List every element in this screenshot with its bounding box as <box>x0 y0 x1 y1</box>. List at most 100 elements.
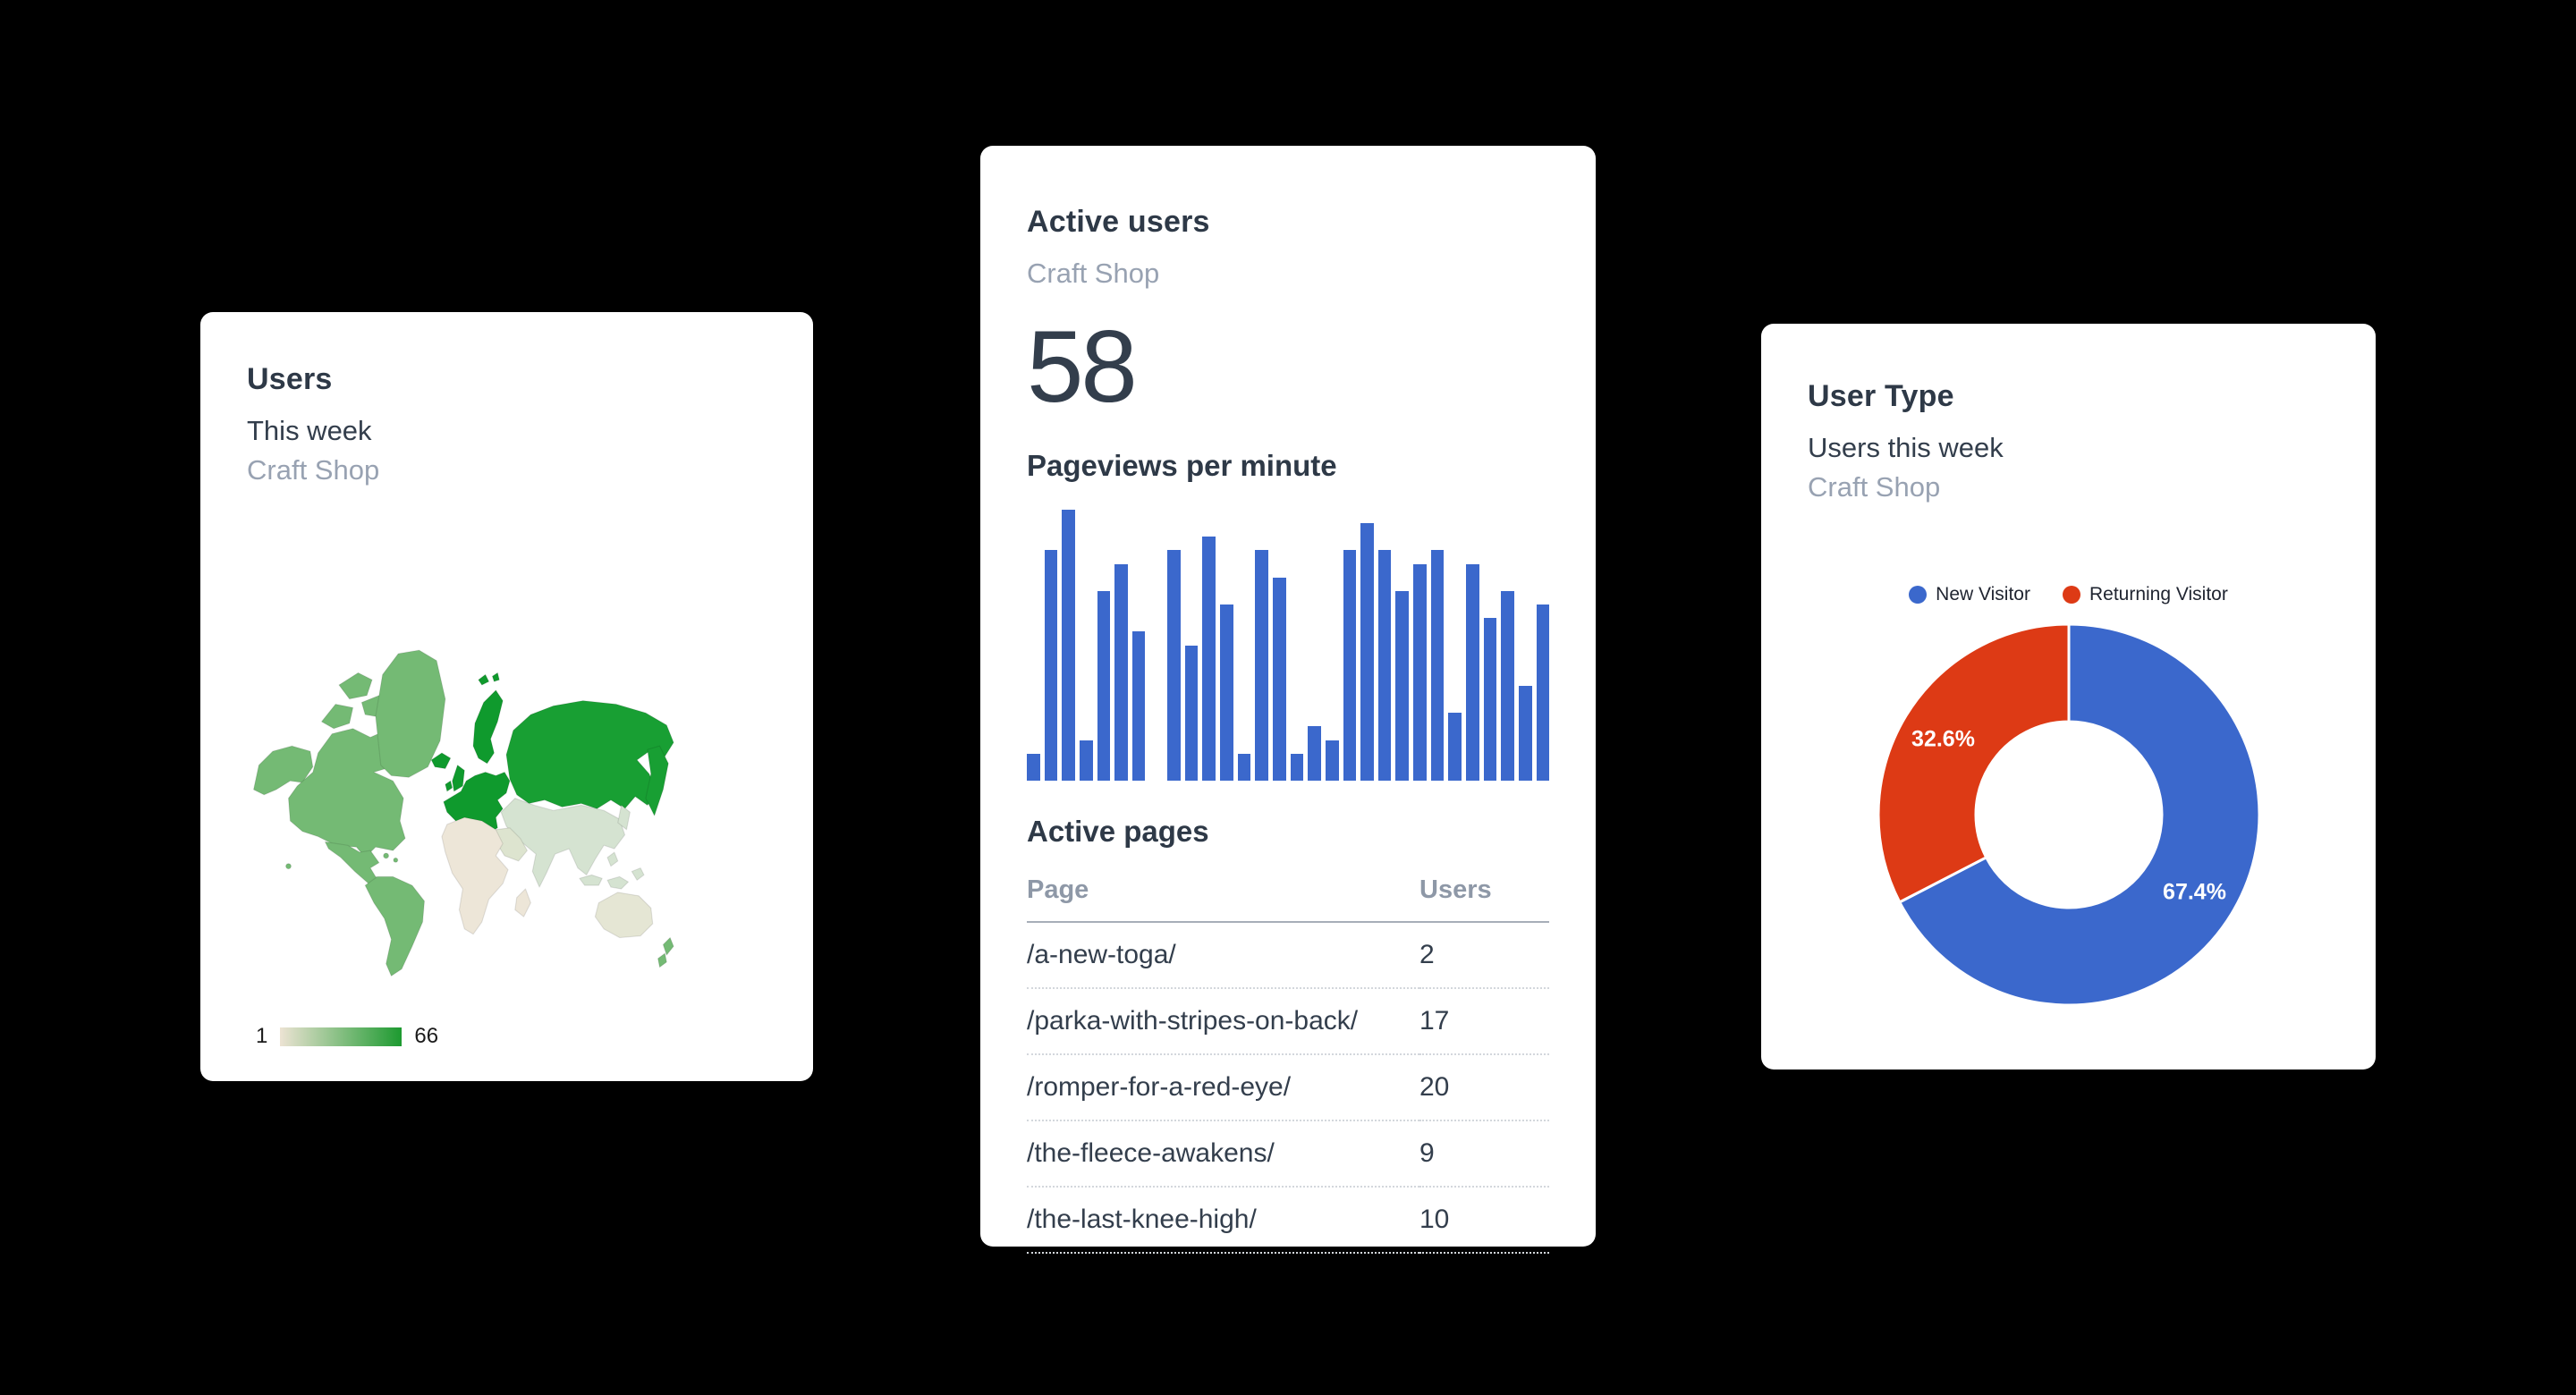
donut-slice-percentage: 67.4% <box>2163 880 2226 905</box>
page-path-cell: /romper-for-a-red-eye/ <box>1027 1054 1419 1121</box>
pageviews-bar[interactable] <box>1536 604 1550 781</box>
users-count-cell: 17 <box>1419 988 1549 1055</box>
table-row: /a-new-toga/2 <box>1027 922 1549 989</box>
pageviews-bar[interactable] <box>1220 604 1233 781</box>
page-path-cell: /the-fleece-awakens/ <box>1027 1120 1419 1188</box>
map-region-caribbean[interactable] <box>393 857 399 863</box>
card-title: User Type <box>1808 379 1954 413</box>
users-count-cell: 9 <box>1419 1120 1549 1188</box>
pageviews-bar[interactable] <box>1027 753 1040 781</box>
map-region-new-guinea[interactable] <box>631 867 645 881</box>
pageviews-bar[interactable] <box>1343 550 1357 781</box>
legend-dot <box>2062 586 2080 604</box>
pageviews-bar[interactable] <box>1202 537 1216 781</box>
map-region-north-america[interactable] <box>287 728 406 858</box>
scale-gradient-bar <box>280 1027 402 1046</box>
page-path-cell: /parka-with-stripes-on-back/ <box>1027 988 1419 1055</box>
pageviews-bar[interactable] <box>1395 590 1410 781</box>
pageviews-bar[interactable] <box>1466 563 1479 781</box>
pageviews-bar[interactable] <box>1237 753 1251 781</box>
scale-max-label: 66 <box>414 1024 439 1049</box>
pageviews-bar[interactable] <box>1062 510 1075 781</box>
map-region-greenland[interactable] <box>375 649 446 778</box>
pageviews-bar[interactable] <box>1097 590 1111 781</box>
map-region-kamchatka[interactable] <box>645 745 669 816</box>
map-region-africa[interactable] <box>441 816 509 935</box>
map-region-caribbean[interactable] <box>383 852 390 859</box>
pageviews-bar[interactable] <box>1308 726 1321 781</box>
world-choropleth-map <box>238 619 778 985</box>
scale-min-label: 1 <box>256 1024 268 1049</box>
pageviews-bar[interactable] <box>1430 550 1445 781</box>
pageviews-bar[interactable] <box>1255 550 1268 781</box>
account-name: Craft Shop <box>1027 258 1160 289</box>
users-count-cell: 20 <box>1419 1054 1549 1121</box>
user-type-card: User Type Users this week Craft Shop New… <box>1761 324 2376 1070</box>
map-region-arctic-islands[interactable] <box>320 703 354 730</box>
map-region-philippines[interactable] <box>606 851 619 867</box>
map-region-asia[interactable] <box>500 798 626 888</box>
pageviews-bar[interactable] <box>1501 590 1514 781</box>
card-title: Active users <box>1027 205 1210 239</box>
table-row: /romper-for-a-red-eye/20 <box>1027 1054 1549 1121</box>
map-color-scale-legend: 1 66 <box>256 1024 767 1049</box>
map-region-new-zealand[interactable] <box>657 952 667 968</box>
pageviews-bar[interactable] <box>1448 713 1462 781</box>
active-users-count: 58 <box>1027 310 1138 424</box>
donut-slice-returning-visitor[interactable] <box>1877 622 2070 904</box>
donut-slice-new-visitor[interactable] <box>1897 622 2260 1007</box>
map-region-new-zealand[interactable] <box>662 936 674 956</box>
pageviews-bar[interactable] <box>1044 550 1058 781</box>
map-region-ireland[interactable] <box>445 780 453 792</box>
users-map-card: Users This week Craft Shop <box>200 312 813 1081</box>
pageviews-bar[interactable] <box>1360 523 1374 781</box>
map-region-russia[interactable] <box>505 699 674 809</box>
pageviews-bar[interactable] <box>1167 550 1181 781</box>
table-header-row: Page Users <box>1027 875 1549 923</box>
pageviews-bar[interactable] <box>1483 618 1497 781</box>
pageviews-bar[interactable] <box>1377 550 1392 781</box>
pageviews-bar[interactable] <box>1131 631 1146 781</box>
page-path-cell: /the-last-knee-high/ <box>1027 1187 1419 1254</box>
map-region-madagascar[interactable] <box>514 888 531 917</box>
legend-dot <box>1909 586 1928 604</box>
map-region-arctic-islands[interactable] <box>338 672 373 700</box>
pageviews-bar[interactable] <box>1518 685 1532 781</box>
pageviews-bar[interactable] <box>1114 563 1128 781</box>
card-subtitle: Users this week <box>1808 432 2004 463</box>
account-name: Craft Shop <box>1808 471 1941 503</box>
pageviews-bar[interactable] <box>1325 740 1339 781</box>
map-region-svalbard[interactable] <box>491 672 500 682</box>
pageviews-bar[interactable] <box>1184 645 1199 781</box>
map-region-iceland[interactable] <box>430 752 452 770</box>
map-region-indonesia[interactable] <box>606 875 630 890</box>
map-region-indonesia[interactable] <box>579 874 603 886</box>
card-subtitle: This week <box>247 415 372 446</box>
legend-label: Returning Visitor <box>2089 584 2228 604</box>
pageviews-bar[interactable] <box>1413 563 1427 781</box>
legend-item-new-visitor[interactable]: New Visitor <box>1909 584 2030 605</box>
column-header-users: Users <box>1419 875 1549 923</box>
map-region-svalbard[interactable] <box>478 673 490 686</box>
users-count-cell: 10 <box>1419 1187 1549 1254</box>
page-path-cell: /a-new-toga/ <box>1027 922 1419 989</box>
donut-slice-percentage: 32.6% <box>1911 727 1975 752</box>
map-region-south-america[interactable] <box>364 875 426 976</box>
legend-item-returning-visitor[interactable]: Returning Visitor <box>2062 584 2228 605</box>
table-row: /the-fleece-awakens/9 <box>1027 1120 1549 1188</box>
map-region-hawaii[interactable] <box>284 863 292 870</box>
map-region-japan[interactable] <box>617 804 631 831</box>
map-region-scandinavia[interactable] <box>472 689 504 765</box>
pageviews-bar[interactable] <box>1290 753 1304 781</box>
card-title: Users <box>247 362 333 396</box>
account-name: Craft Shop <box>247 454 380 486</box>
active-users-card: Active users Craft Shop 58 Pageviews per… <box>980 146 1596 1254</box>
map-region-australia[interactable] <box>594 892 654 939</box>
pageviews-bar[interactable] <box>1272 577 1286 781</box>
map-region-alaska[interactable] <box>252 745 314 796</box>
active-pages-heading: Active pages <box>1027 815 1209 848</box>
legend-label: New Visitor <box>1936 584 2030 604</box>
map-region-uk[interactable] <box>452 765 465 792</box>
pageviews-bar[interactable] <box>1079 740 1093 781</box>
column-header-page: Page <box>1027 875 1419 923</box>
